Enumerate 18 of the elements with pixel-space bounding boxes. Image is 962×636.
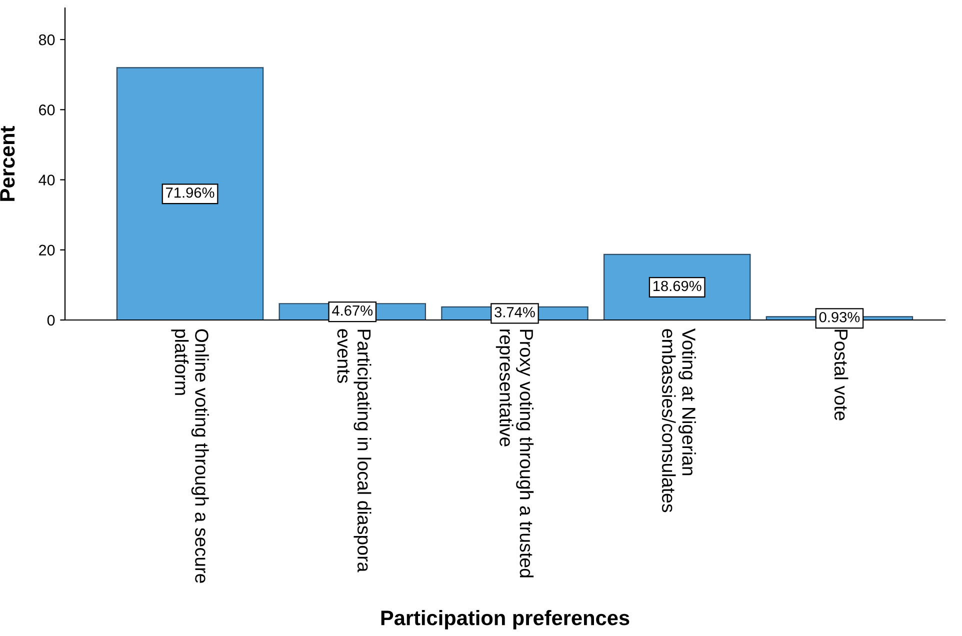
x-tick-label: Voting at Nigerian embassies/consulates: [662, 328, 696, 512]
x-tick-label: Online voting through a secure platform: [171, 329, 209, 583]
x-tick-label: Postal vote: [834, 330, 848, 420]
y-tick-label: 60: [39, 104, 55, 116]
data-label: 18.69%: [653, 280, 702, 292]
data-label: 3.74%: [494, 307, 535, 318]
y-tick-label: 0: [47, 314, 55, 326]
data-label: 71.96%: [166, 187, 214, 198]
data-label: 4.67%: [332, 305, 373, 316]
y-tick-label: 80: [38, 34, 55, 46]
x-axis-title: Participation preferences: [381, 610, 630, 630]
x-tick-label: Participating in local diaspora events: [337, 329, 372, 572]
data-label: 0.93%: [819, 312, 860, 322]
y-axis-title: Percent: [0, 126, 15, 201]
x-tick-label: Proxy voting through a trusted representative: [496, 330, 534, 578]
y-tick-label: 40: [38, 174, 55, 186]
bar: [116, 67, 264, 320]
y-tick-label: 20: [39, 244, 55, 256]
